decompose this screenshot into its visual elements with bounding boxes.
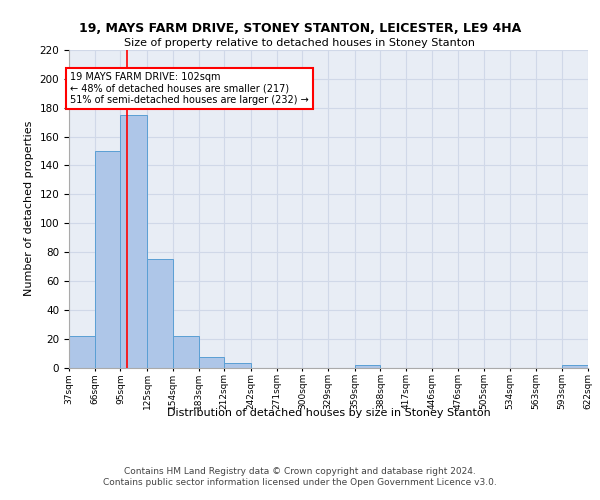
Text: 19 MAYS FARM DRIVE: 102sqm
← 48% of detached houses are smaller (217)
51% of sem: 19 MAYS FARM DRIVE: 102sqm ← 48% of deta…	[70, 72, 308, 105]
Text: 19, MAYS FARM DRIVE, STONEY STANTON, LEICESTER, LE9 4HA: 19, MAYS FARM DRIVE, STONEY STANTON, LEI…	[79, 22, 521, 36]
Text: Distribution of detached houses by size in Stoney Stanton: Distribution of detached houses by size …	[167, 408, 491, 418]
Y-axis label: Number of detached properties: Number of detached properties	[24, 121, 34, 296]
Bar	[355, 364, 380, 368]
Bar	[199, 358, 224, 368]
Bar	[173, 336, 199, 368]
Bar	[121, 115, 147, 368]
Bar	[147, 260, 173, 368]
Text: Contains HM Land Registry data © Crown copyright and database right 2024.
Contai: Contains HM Land Registry data © Crown c…	[103, 468, 497, 487]
Bar	[562, 364, 588, 368]
Bar	[224, 363, 251, 368]
Bar	[95, 151, 121, 368]
Text: Size of property relative to detached houses in Stoney Stanton: Size of property relative to detached ho…	[125, 38, 476, 48]
Bar	[69, 336, 95, 368]
